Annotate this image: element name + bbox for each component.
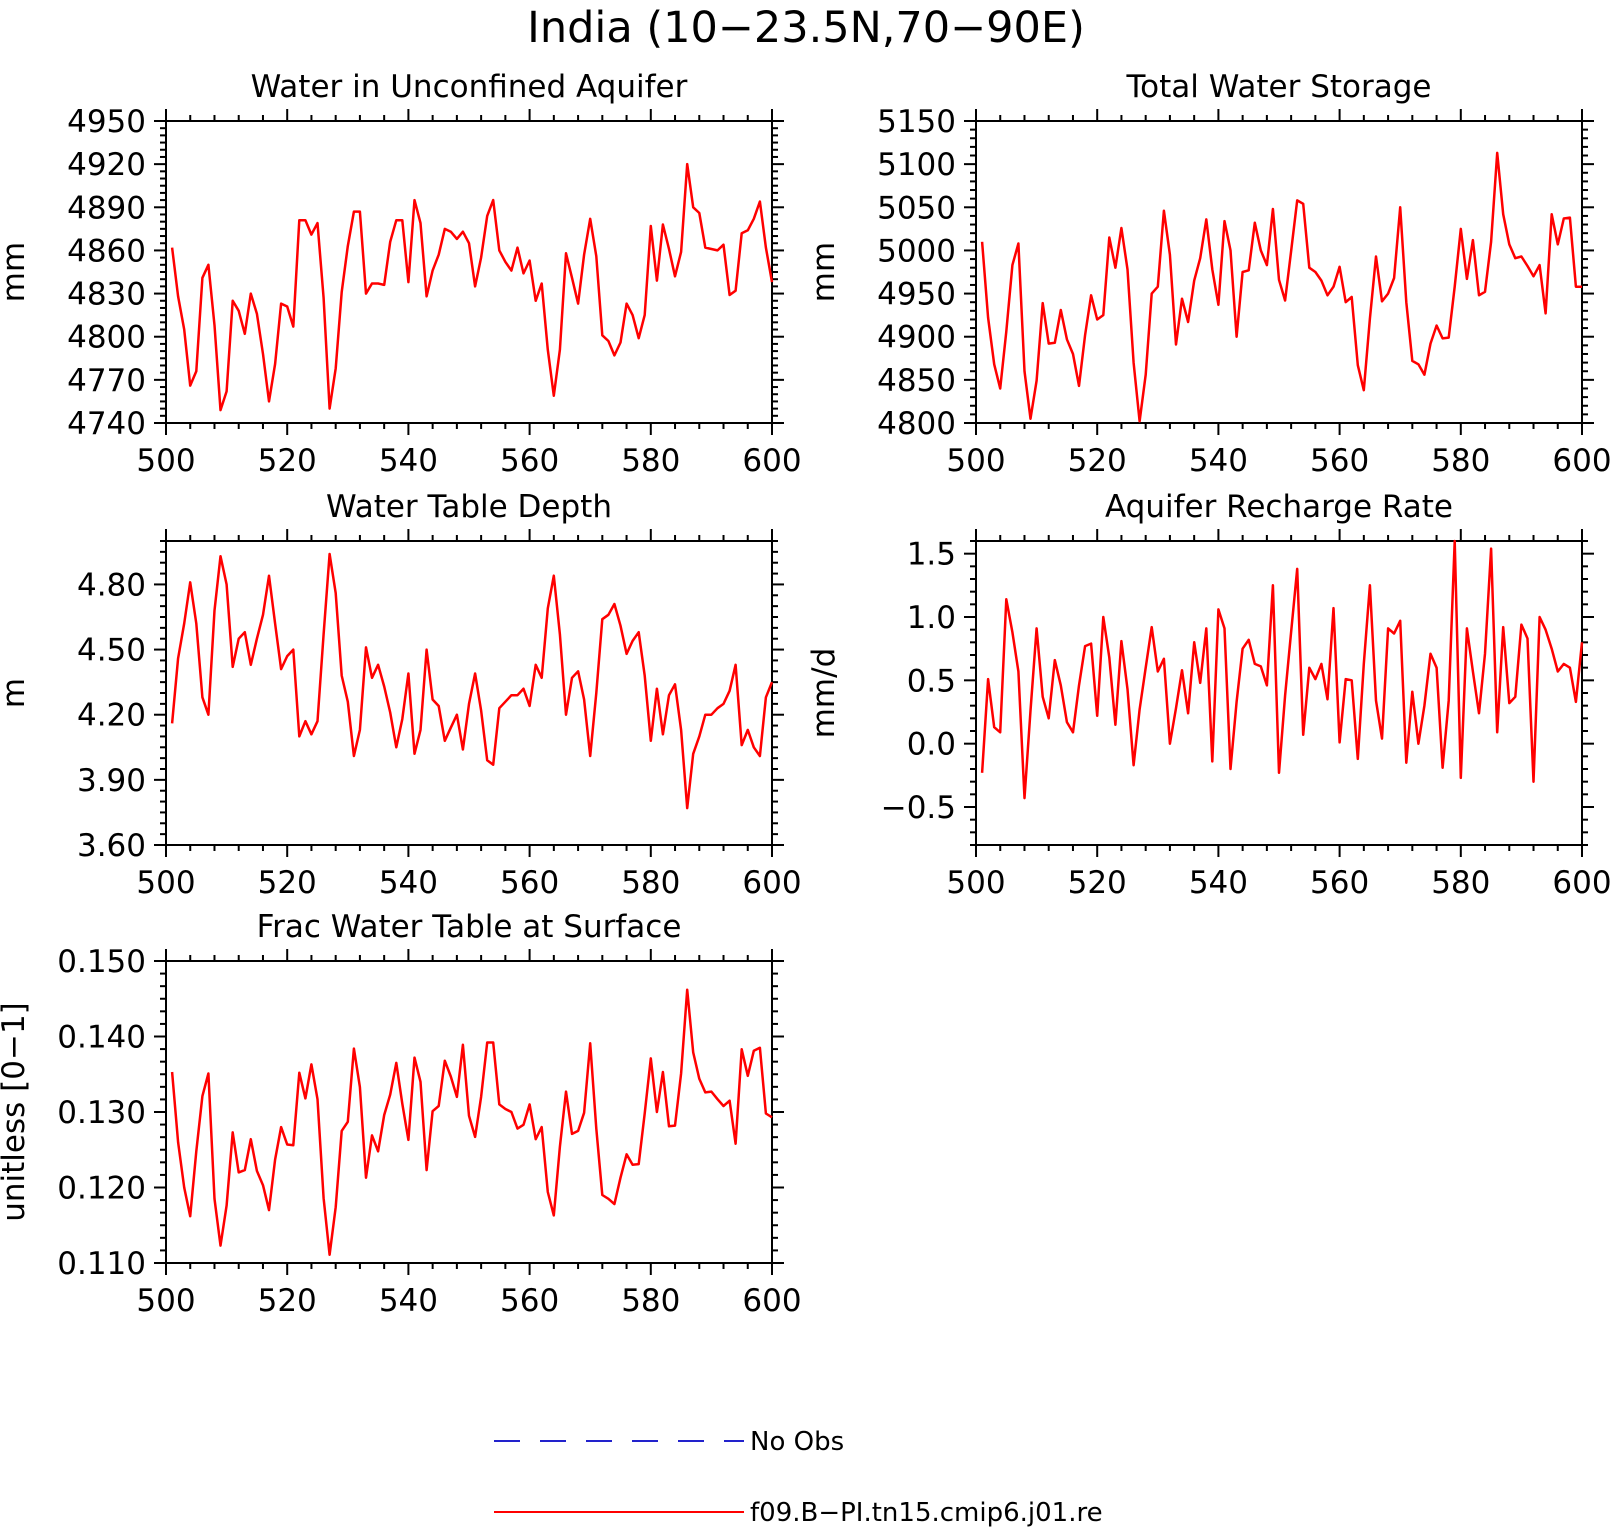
y-tick-label: 0.110 xyxy=(57,1246,146,1282)
y-tick-label: 4920 xyxy=(67,147,146,183)
y-tick-label: 4900 xyxy=(877,320,956,356)
y-tick-label: 4860 xyxy=(67,233,146,269)
y-tick-label: 3.60 xyxy=(77,828,146,864)
x-tick-label: 520 xyxy=(1068,865,1127,901)
figure-title: India (10−23.5N,70−90E) xyxy=(527,3,1085,53)
x-tick-label: 560 xyxy=(500,1283,559,1319)
y-tick-label: 0.120 xyxy=(57,1171,146,1207)
series-line-model xyxy=(980,539,1584,800)
y-tick-label: 5050 xyxy=(877,190,956,226)
series-line-model xyxy=(170,552,774,810)
y-tick-label: 3.90 xyxy=(77,763,146,799)
y-tick-label: −0.5 xyxy=(881,790,956,826)
y-tick-label: 0.130 xyxy=(57,1095,146,1131)
series-line-model xyxy=(170,988,773,1256)
x-tick-label: 500 xyxy=(136,1283,195,1319)
y-tick-label: 0.140 xyxy=(57,1020,146,1056)
x-tick-label: 560 xyxy=(500,865,559,901)
y-tick-label: 4950 xyxy=(67,104,146,140)
y-tick-label: 4890 xyxy=(67,190,146,226)
x-tick-label: 580 xyxy=(621,1283,680,1319)
x-tick-label: 500 xyxy=(946,865,1005,901)
series-line-model xyxy=(170,162,774,412)
y-tick-label: 4.80 xyxy=(77,567,146,603)
panel-fracwt: Frac Water Table at Surface unitless [0−1… xyxy=(0,909,802,1319)
x-tick-label: 500 xyxy=(136,443,195,479)
x-tick-label: 520 xyxy=(258,865,317,901)
y-axis-label: unitless [0−1] xyxy=(0,1002,32,1222)
x-tick-label: 520 xyxy=(258,1283,317,1319)
y-tick-label: 4850 xyxy=(877,363,956,399)
y-tick-label: 5100 xyxy=(877,147,956,183)
panel-title: Water in Unconfined Aquifer xyxy=(251,69,688,105)
y-tick-label: 1.0 xyxy=(907,600,956,636)
x-tick-label: 560 xyxy=(500,443,559,479)
panel-tws: Total Water Storage mm 500 520 540 560 580 600 4… xyxy=(806,69,1612,479)
y-tick-label: 4.50 xyxy=(77,633,146,669)
legend-obs-label: No Obs xyxy=(750,1427,844,1457)
y-tick-label: 4950 xyxy=(877,277,956,313)
x-tick-label: 540 xyxy=(379,1283,438,1319)
y-tick-label: 0.5 xyxy=(907,663,956,699)
x-tick-label: 600 xyxy=(1552,865,1611,901)
panel-title: Frac Water Table at Surface xyxy=(257,909,682,945)
x-tick-label: 540 xyxy=(1189,865,1248,901)
panel-wtd: Water Table Depth m 500 520 540 560 580 600 3.60… xyxy=(0,489,802,901)
y-axis-label: m xyxy=(0,678,32,708)
x-tick-label: 500 xyxy=(946,443,1005,479)
series-line-model xyxy=(980,151,1582,423)
panel-recharge: Aquifer Recharge Rate mm/d 500 520 540 560 580… xyxy=(806,489,1612,901)
x-tick-label: 560 xyxy=(1310,443,1369,479)
x-tick-label: 600 xyxy=(1552,443,1611,479)
x-tick-label: 560 xyxy=(1310,865,1369,901)
y-axis-label: mm xyxy=(806,242,842,302)
panel-title: Water Table Depth xyxy=(326,489,612,525)
y-tick-label: 4800 xyxy=(67,320,146,356)
y-tick-label: 5150 xyxy=(877,104,956,140)
x-tick-label: 580 xyxy=(1431,865,1490,901)
y-tick-label: 5000 xyxy=(877,233,956,269)
y-axis-label: mm/d xyxy=(806,648,842,739)
x-tick-label: 600 xyxy=(742,443,801,479)
y-tick-label: 0.150 xyxy=(57,944,146,980)
x-tick-label: 580 xyxy=(621,865,680,901)
panel-title: Aquifer Recharge Rate xyxy=(1105,489,1453,525)
y-tick-label: 0.0 xyxy=(907,727,956,763)
y-tick-label: 4830 xyxy=(67,277,146,313)
y-tick-label: 4740 xyxy=(67,406,146,442)
x-tick-label: 500 xyxy=(136,865,195,901)
x-tick-label: 520 xyxy=(1068,443,1127,479)
plot-frame xyxy=(975,120,1583,424)
x-tick-label: 520 xyxy=(258,443,317,479)
y-tick-label: 1.5 xyxy=(907,537,956,573)
panel-unconfined: Water in Unconfined Aquifer mm 500 520 540 56… xyxy=(0,69,802,479)
legend-model-label: f09.B−PI.tn15.cmip6.j01.re xyxy=(750,1498,1103,1527)
y-tick-label: 4800 xyxy=(877,406,956,442)
x-tick-label: 580 xyxy=(621,443,680,479)
y-tick-label: 4.20 xyxy=(77,698,146,734)
y-tick-label: 4770 xyxy=(67,363,146,399)
x-tick-label: 600 xyxy=(742,1283,801,1319)
panel-title: Total Water Storage xyxy=(1125,69,1431,105)
x-tick-label: 600 xyxy=(742,865,801,901)
x-tick-label: 540 xyxy=(379,443,438,479)
x-tick-label: 540 xyxy=(379,865,438,901)
x-tick-label: 540 xyxy=(1189,443,1248,479)
y-axis-label: mm xyxy=(0,242,32,302)
legend: No Obs f09.B−PI.tn15.cmip6.j01.re xyxy=(494,1427,1103,1527)
x-tick-label: 580 xyxy=(1431,443,1490,479)
